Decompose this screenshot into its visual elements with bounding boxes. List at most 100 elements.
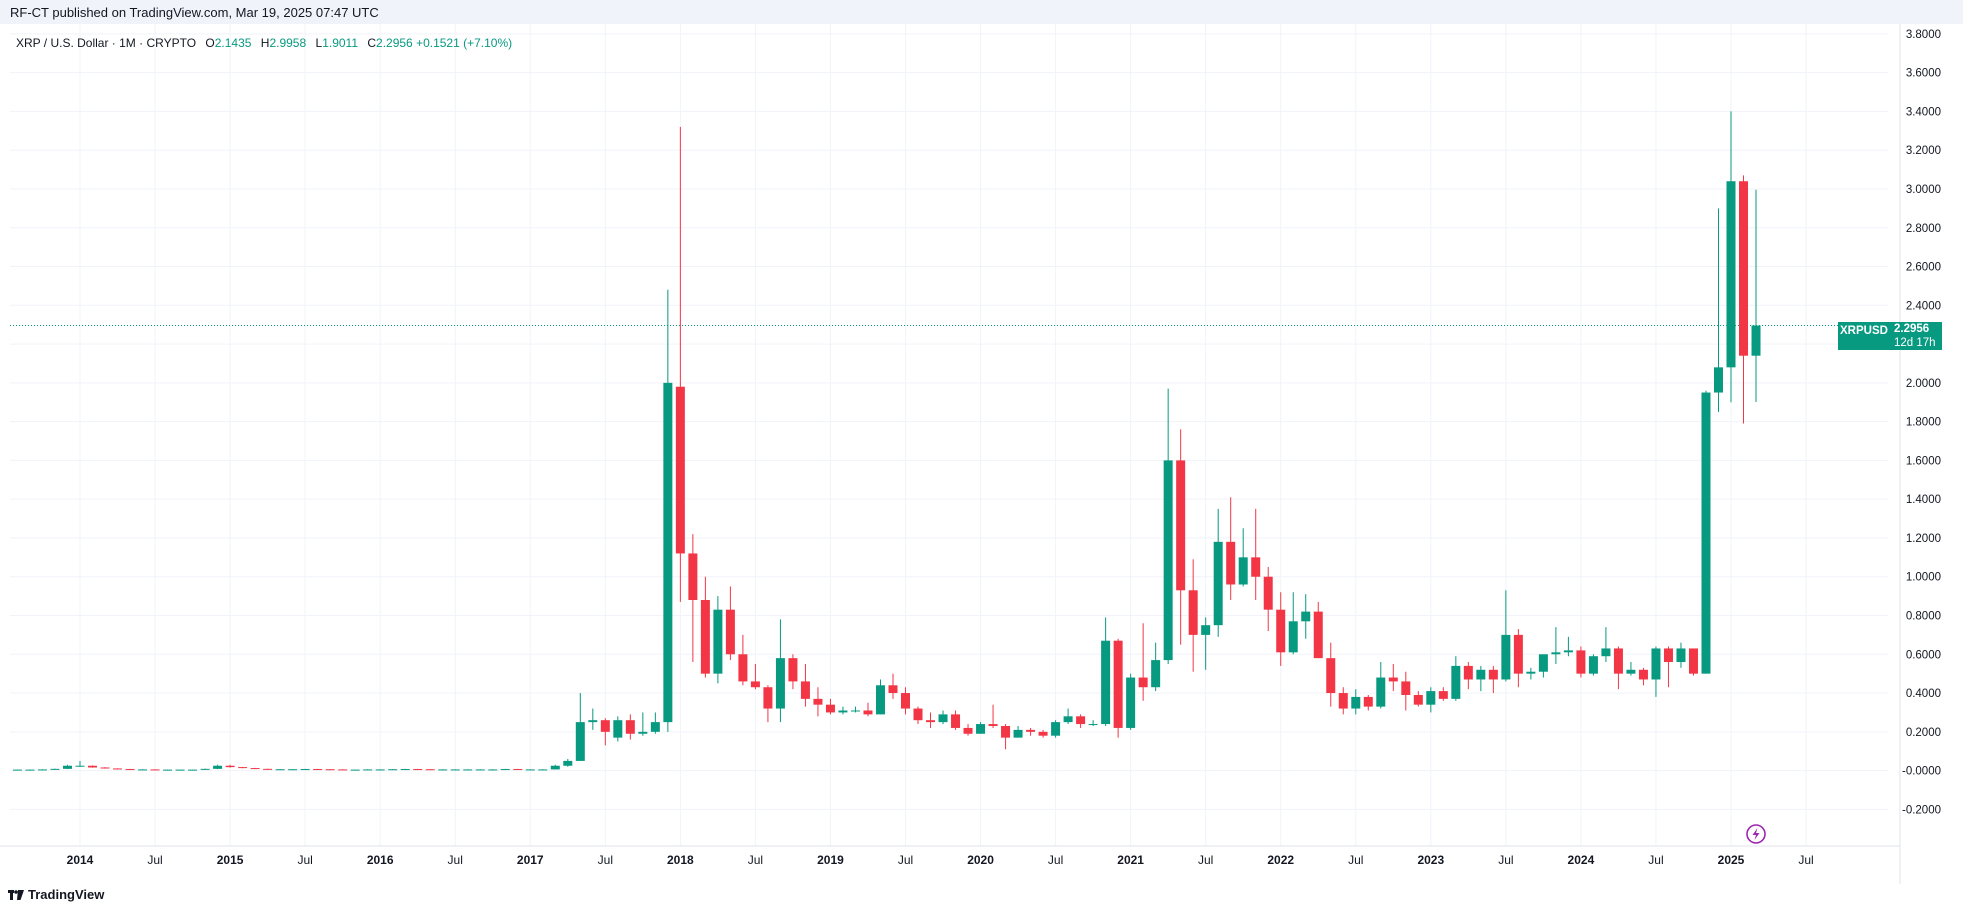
- candle-body: [1463, 665, 1473, 680]
- candlestick-chart[interactable]: 3.8000 3.6000 3.4000 3.2000 3.0000 2.8000 2.60…: [0, 24, 1963, 884]
- candle-body: [1301, 611, 1311, 622]
- y-tick-label: 2.8000: [1906, 223, 1941, 235]
- candle-body: [750, 681, 760, 688]
- candle-body: [963, 727, 973, 734]
- candle-body: [163, 769, 173, 771]
- candle-body: [1163, 460, 1173, 661]
- candle-body: [951, 714, 961, 728]
- price-tag-value: 2.2956: [1894, 323, 1930, 335]
- candle-body: [1413, 694, 1423, 705]
- candle-body: [1113, 640, 1123, 728]
- x-tick-label: Jul: [598, 853, 613, 867]
- x-tick-label: Jul: [1348, 853, 1363, 867]
- candle-body: [1563, 650, 1573, 653]
- candle-body: [563, 760, 573, 766]
- candle-body: [1501, 634, 1511, 680]
- candle-body: [500, 769, 510, 771]
- candle-body: [300, 769, 310, 771]
- candle-body: [1651, 648, 1661, 680]
- candles: [12, 111, 1761, 771]
- candle-body: [175, 769, 185, 771]
- candle-body: [1676, 648, 1686, 663]
- y-tick-label: 1.2000: [1906, 533, 1941, 545]
- candle-body: [100, 767, 110, 769]
- candle-body: [1088, 724, 1098, 726]
- candle-body: [1063, 716, 1073, 723]
- candle-body: [288, 769, 298, 771]
- x-tick-label: Jul: [1798, 853, 1813, 867]
- candle-body: [313, 769, 323, 771]
- y-tick-label: 2.6000: [1906, 262, 1941, 274]
- candle-body: [1051, 722, 1061, 736]
- candle-body: [713, 609, 723, 674]
- candle-body: [450, 769, 460, 771]
- candle-body: [1388, 677, 1398, 682]
- candle-body: [1739, 181, 1749, 356]
- candle-body: [1376, 677, 1386, 707]
- candle-body: [938, 714, 948, 723]
- y-tick-label: 3.0000: [1906, 184, 1941, 196]
- y-tick-label: -0.0000: [1902, 766, 1941, 778]
- candle-body: [725, 609, 735, 655]
- x-tick-label: Jul: [1648, 853, 1663, 867]
- candle-body: [1613, 648, 1623, 674]
- candle-body: [1151, 660, 1161, 688]
- candle-body: [325, 769, 335, 771]
- candle-body: [1176, 460, 1186, 591]
- x-tick-label: 2014: [67, 853, 94, 867]
- y-tick-label: 3.2000: [1906, 145, 1941, 157]
- candle-body: [1713, 367, 1723, 393]
- x-axis-labels: 2014 Jul 2015 Jul 2016 Jul 2017 Jul 2018 Jul 2019 J…: [67, 853, 1814, 867]
- x-tick-label: 2021: [1117, 853, 1144, 867]
- candle-body: [1076, 716, 1086, 725]
- candle-body: [913, 708, 923, 721]
- candle-body: [988, 724, 998, 727]
- x-tick-label: Jul: [1198, 853, 1213, 867]
- candle-body: [1238, 557, 1248, 585]
- y-tick-label: 3.6000: [1906, 68, 1941, 80]
- lightning-bolt-icon[interactable]: [1745, 823, 1767, 845]
- y-tick-label: 0.2000: [1906, 727, 1941, 739]
- axes: [0, 24, 1901, 884]
- low-value: 1.9011: [322, 36, 358, 50]
- candle-body: [650, 722, 660, 732]
- logo-text: TradingView: [28, 887, 105, 902]
- candle-body: [1313, 611, 1323, 659]
- candle-body: [1426, 691, 1436, 705]
- x-tick-label: 2025: [1718, 853, 1745, 867]
- candle-body: [1551, 652, 1561, 655]
- x-tick-label: 2024: [1568, 853, 1595, 867]
- candle-body: [1401, 681, 1411, 695]
- candle-body: [1001, 726, 1011, 738]
- candle-body: [250, 768, 260, 770]
- candle-body: [50, 768, 60, 770]
- candle-body: [763, 687, 773, 709]
- tradingview-logo[interactable]: TradingView: [8, 887, 104, 902]
- chart-legend: XRP / U.S. Dollar · 1M · CRYPTO O2.1435 …: [16, 36, 512, 50]
- candle-body: [1288, 621, 1298, 653]
- candle-body: [1601, 648, 1611, 657]
- candle-body: [1101, 640, 1111, 725]
- candle-body: [1251, 557, 1261, 577]
- candle-body: [1013, 729, 1023, 738]
- change-value: +0.1521 (+7.10%): [416, 36, 513, 50]
- candle-body: [613, 720, 623, 738]
- candle-body: [1201, 625, 1211, 635]
- candle-body: [1688, 648, 1698, 674]
- grid-lines: [10, 24, 1888, 846]
- symbol-name: XRP / U.S. Dollar · 1M · CRYPTO: [16, 36, 197, 50]
- x-tick-label: 2016: [367, 853, 394, 867]
- chart-area[interactable]: 3.8000 3.6000 3.4000 3.2000 3.0000 2.8000 2.60…: [0, 24, 1963, 884]
- published-info: RF-CT published on TradingView.com, Mar …: [10, 5, 379, 20]
- candle-body: [850, 710, 860, 712]
- candle-body: [338, 769, 348, 771]
- candle-body: [688, 553, 698, 600]
- close-value: 2.2956: [376, 36, 413, 50]
- candle-body: [1701, 392, 1711, 674]
- candle-body: [825, 704, 835, 713]
- x-tick-label: 2019: [817, 853, 844, 867]
- candle-body: [1588, 656, 1598, 674]
- candle-body: [400, 769, 410, 771]
- candle-body: [513, 769, 523, 771]
- candle-body: [538, 769, 548, 771]
